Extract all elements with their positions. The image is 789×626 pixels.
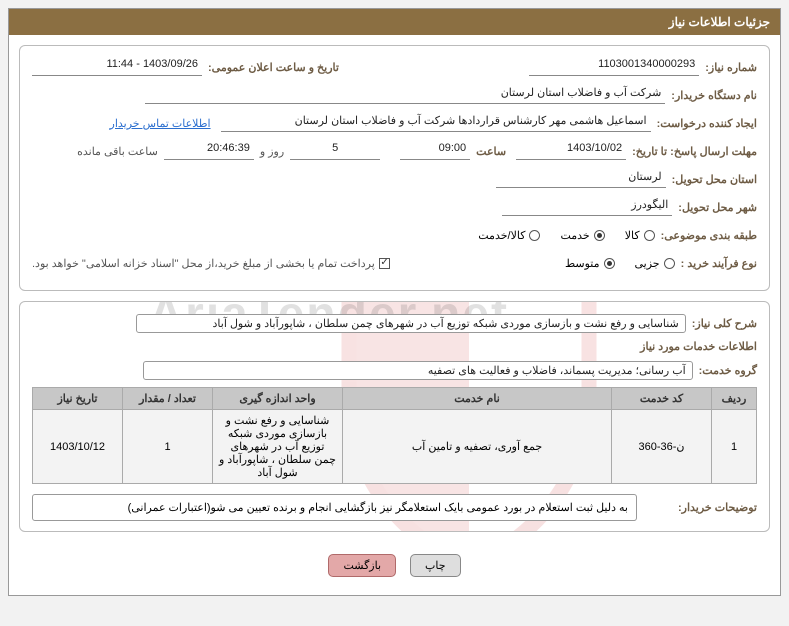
announce-value: 1403/09/26 - 11:44 xyxy=(32,58,202,76)
cell-qty: 1 xyxy=(123,410,213,484)
remaining-label: ساعت باقی مانده xyxy=(77,145,158,158)
th-code: کد خدمت xyxy=(612,388,712,410)
cell-name: جمع آوری، تصفیه و تامین آب xyxy=(343,410,612,484)
announce-label: تاریخ و ساعت اعلان عمومی: xyxy=(208,61,339,74)
th-date: تاریخ نیاز xyxy=(33,388,123,410)
days-suffix: روز و xyxy=(260,145,284,158)
radio-goods[interactable] xyxy=(644,230,655,241)
process-label: نوع فرآیند خرید : xyxy=(681,257,757,270)
need-title-label: شرح کلی نیاز: xyxy=(692,317,757,330)
radio-both[interactable] xyxy=(529,230,540,241)
back-button[interactable]: بازگشت xyxy=(328,554,396,577)
buyer-contact-link[interactable]: اطلاعات تماس خریدار xyxy=(110,117,211,130)
service-group-label: گروه خدمت: xyxy=(699,364,757,377)
delivery-province: لرستان xyxy=(496,170,666,188)
radio-medium-label: متوسط xyxy=(565,257,600,270)
services-header: اطلاعات خدمات مورد نیاز xyxy=(32,340,757,353)
cell-code: ن-36-360 xyxy=(612,410,712,484)
cell-date: 1403/10/12 xyxy=(33,410,123,484)
cell-unit: شناسایی و رفع نشت و بازسازی موردی شبکه ت… xyxy=(213,410,343,484)
need-info-panel: شماره نیاز: 1103001340000293 تاریخ و ساع… xyxy=(19,45,770,291)
table-row: 1 ن-36-360 جمع آوری، تصفیه و تامین آب شن… xyxy=(33,410,757,484)
delivery-city: الیگودرز xyxy=(502,198,672,216)
need-no-label: شماره نیاز: xyxy=(705,61,757,74)
days-value: 5 xyxy=(290,142,380,160)
th-unit: واحد اندازه گیری xyxy=(213,388,343,410)
need-title-value: شناسایی و رفع نشت و بازسازی موردی شبکه ت… xyxy=(136,314,686,333)
buyer-desc-value: به دلیل ثبت استعلام در بورد عمومی بایک ا… xyxy=(32,494,637,521)
payment-note: پرداخت تمام یا بخشی از مبلغ خرید،از محل … xyxy=(32,257,375,270)
action-bar: چاپ بازگشت xyxy=(19,542,770,585)
requester-value: اسماعیل هاشمی مهر کارشناس قراردادها شرکت… xyxy=(221,114,651,132)
deadline-date-label: مهلت ارسال پاسخ: تا تاریخ: xyxy=(632,145,757,158)
radio-goods-label: کالا xyxy=(625,229,640,242)
services-table: ردیف کد خدمت نام خدمت واحد اندازه گیری ت… xyxy=(32,387,757,484)
deadline-date: 1403/10/02 xyxy=(516,142,626,160)
need-details-panel: AriaTender.net شرح کلی نیاز: شناسایی و ر… xyxy=(19,301,770,532)
th-name: نام خدمت xyxy=(343,388,612,410)
radio-minor-label: جزیی xyxy=(635,257,660,270)
delivery-province-label: استان محل تحویل: xyxy=(672,173,757,186)
buyer-org-label: نام دستگاه خریدار: xyxy=(671,89,757,102)
need-no-value: 1103001340000293 xyxy=(529,58,699,76)
th-qty: تعداد / مقدار xyxy=(123,388,213,410)
print-button[interactable]: چاپ xyxy=(410,554,461,577)
requester-label: ایجاد کننده درخواست: xyxy=(657,117,757,130)
service-group-value: آب رسانی؛ مدیریت پسماند، فاضلاب و فعالیت… xyxy=(143,361,693,380)
process-radio-group: جزیی متوسط xyxy=(565,257,675,270)
treasury-checkbox[interactable] xyxy=(379,258,390,269)
buyer-desc-label: توضیحات خریدار: xyxy=(647,494,757,521)
class-label: طبقه بندی موضوعی: xyxy=(661,229,757,242)
cell-idx: 1 xyxy=(712,410,757,484)
th-row: ردیف xyxy=(712,388,757,410)
radio-medium[interactable] xyxy=(604,258,615,269)
radio-both-label: کالا/خدمت xyxy=(478,229,525,242)
deadline-hour: 09:00 xyxy=(400,142,470,160)
radio-minor[interactable] xyxy=(664,258,675,269)
radio-service-label: خدمت xyxy=(560,229,589,242)
delivery-city-label: شهر محل تحویل: xyxy=(678,201,757,214)
page-title: جزئیات اطلاعات نیاز xyxy=(9,9,780,35)
countdown: 20:46:39 xyxy=(164,142,254,160)
radio-service[interactable] xyxy=(594,230,605,241)
class-radio-group: کالا خدمت کالا/خدمت xyxy=(478,229,654,242)
hour-label: ساعت xyxy=(476,145,506,158)
buyer-org-value: شرکت آب و فاضلاب استان لرستان xyxy=(145,86,665,104)
